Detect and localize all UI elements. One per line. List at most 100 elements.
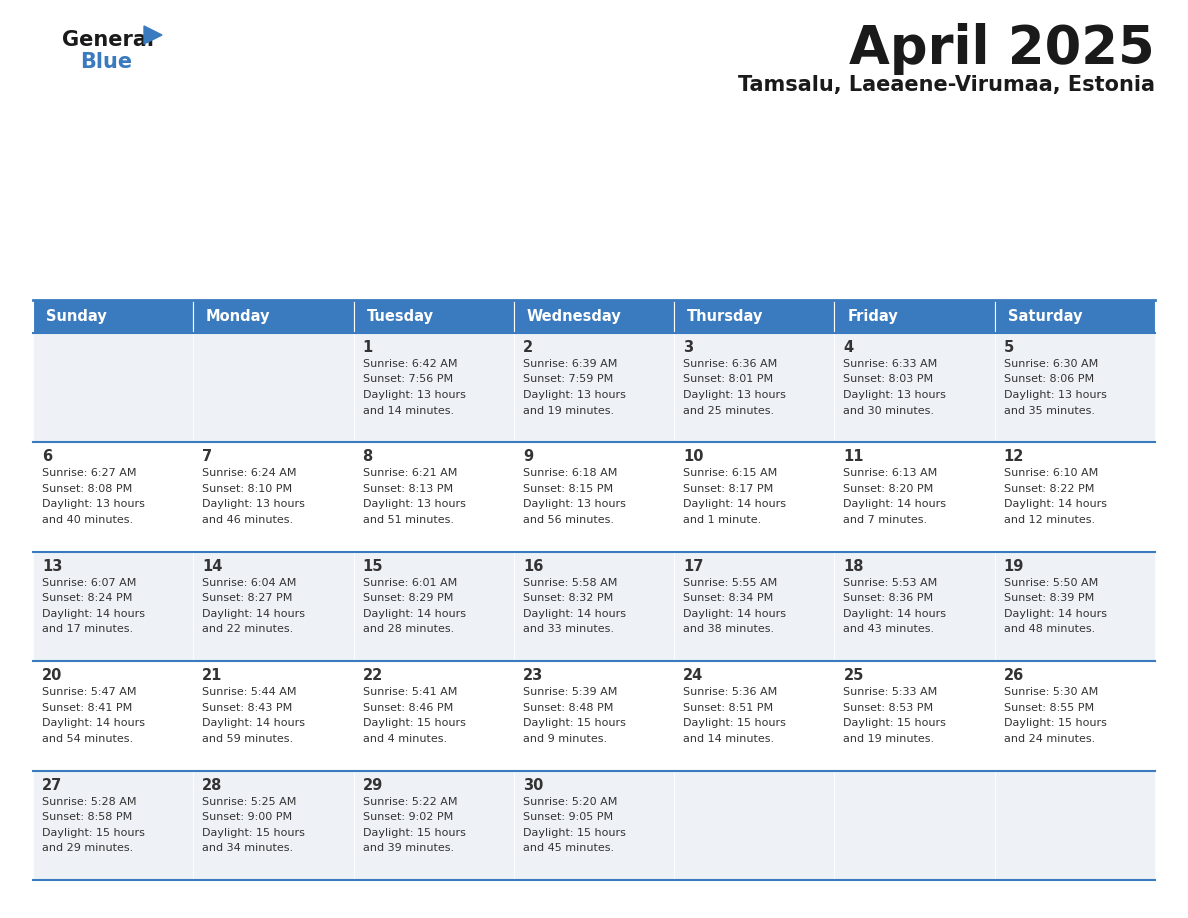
Text: Sunrise: 6:24 AM: Sunrise: 6:24 AM <box>202 468 297 478</box>
Text: Daylight: 14 hours: Daylight: 14 hours <box>362 609 466 619</box>
Text: Daylight: 13 hours: Daylight: 13 hours <box>42 499 145 509</box>
Text: Daylight: 13 hours: Daylight: 13 hours <box>523 390 626 400</box>
Text: 6: 6 <box>42 450 52 465</box>
Text: and 9 minutes.: and 9 minutes. <box>523 733 607 744</box>
Text: Sunset: 8:17 PM: Sunset: 8:17 PM <box>683 484 773 494</box>
Text: and 7 minutes.: and 7 minutes. <box>843 515 928 525</box>
Text: 29: 29 <box>362 778 383 792</box>
Bar <box>994 442 1155 552</box>
Bar <box>194 442 354 552</box>
Text: 12: 12 <box>1004 450 1024 465</box>
Bar <box>514 442 674 552</box>
Text: 19: 19 <box>1004 559 1024 574</box>
Text: Sunrise: 5:44 AM: Sunrise: 5:44 AM <box>202 688 297 697</box>
Text: 22: 22 <box>362 668 383 683</box>
Text: and 45 minutes.: and 45 minutes. <box>523 843 614 853</box>
Text: Sunset: 8:51 PM: Sunset: 8:51 PM <box>683 702 773 712</box>
Text: Sunrise: 5:20 AM: Sunrise: 5:20 AM <box>523 797 618 807</box>
Text: Saturday: Saturday <box>1007 309 1082 324</box>
Text: Daylight: 13 hours: Daylight: 13 hours <box>362 390 466 400</box>
Text: Sunset: 8:39 PM: Sunset: 8:39 PM <box>1004 593 1094 603</box>
Text: Daylight: 14 hours: Daylight: 14 hours <box>683 609 786 619</box>
Text: Sunrise: 5:53 AM: Sunrise: 5:53 AM <box>843 577 937 588</box>
Text: Daylight: 14 hours: Daylight: 14 hours <box>42 718 145 728</box>
Bar <box>674 442 834 552</box>
Bar <box>194 300 354 333</box>
Bar <box>674 333 834 442</box>
Text: 3: 3 <box>683 340 694 355</box>
Text: Daylight: 14 hours: Daylight: 14 hours <box>683 499 786 509</box>
Text: Sunset: 8:24 PM: Sunset: 8:24 PM <box>42 593 132 603</box>
Text: 18: 18 <box>843 559 864 574</box>
Text: 5: 5 <box>1004 340 1015 355</box>
Text: Sunrise: 5:39 AM: Sunrise: 5:39 AM <box>523 688 618 697</box>
Bar <box>994 661 1155 770</box>
Text: Sunrise: 6:39 AM: Sunrise: 6:39 AM <box>523 359 618 369</box>
Bar <box>994 333 1155 442</box>
Text: Daylight: 14 hours: Daylight: 14 hours <box>843 609 947 619</box>
Text: 27: 27 <box>42 778 62 792</box>
Text: 9: 9 <box>523 450 533 465</box>
Bar <box>514 552 674 661</box>
Bar <box>834 442 994 552</box>
Text: Daylight: 15 hours: Daylight: 15 hours <box>1004 718 1106 728</box>
Text: Sunrise: 5:36 AM: Sunrise: 5:36 AM <box>683 688 777 697</box>
Text: Sunrise: 6:07 AM: Sunrise: 6:07 AM <box>42 577 137 588</box>
Text: Wednesday: Wednesday <box>526 309 621 324</box>
Text: Sunset: 8:41 PM: Sunset: 8:41 PM <box>42 702 132 712</box>
Text: 25: 25 <box>843 668 864 683</box>
Text: Sunrise: 6:18 AM: Sunrise: 6:18 AM <box>523 468 618 478</box>
Text: Sunrise: 6:42 AM: Sunrise: 6:42 AM <box>362 359 457 369</box>
Text: 28: 28 <box>202 778 222 792</box>
Text: Sunset: 8:53 PM: Sunset: 8:53 PM <box>843 702 934 712</box>
Text: 16: 16 <box>523 559 543 574</box>
Text: Sunrise: 6:13 AM: Sunrise: 6:13 AM <box>843 468 937 478</box>
Text: Sunrise: 5:41 AM: Sunrise: 5:41 AM <box>362 688 457 697</box>
Text: Sunrise: 5:58 AM: Sunrise: 5:58 AM <box>523 577 618 588</box>
Text: Sunday: Sunday <box>46 309 107 324</box>
Text: 11: 11 <box>843 450 864 465</box>
Text: Sunrise: 5:28 AM: Sunrise: 5:28 AM <box>42 797 137 807</box>
Bar <box>514 333 674 442</box>
Text: Sunset: 8:34 PM: Sunset: 8:34 PM <box>683 593 773 603</box>
Text: 8: 8 <box>362 450 373 465</box>
Bar <box>354 333 514 442</box>
Text: Daylight: 14 hours: Daylight: 14 hours <box>1004 499 1107 509</box>
Text: 23: 23 <box>523 668 543 683</box>
Text: Monday: Monday <box>206 309 271 324</box>
Text: and 25 minutes.: and 25 minutes. <box>683 406 775 416</box>
Text: Sunset: 8:08 PM: Sunset: 8:08 PM <box>42 484 132 494</box>
Text: 21: 21 <box>202 668 222 683</box>
Text: April 2025: April 2025 <box>849 23 1155 75</box>
Text: and 28 minutes.: and 28 minutes. <box>362 624 454 634</box>
Text: Sunrise: 6:04 AM: Sunrise: 6:04 AM <box>202 577 297 588</box>
Text: Tamsalu, Laeaene-Virumaa, Estonia: Tamsalu, Laeaene-Virumaa, Estonia <box>738 75 1155 95</box>
Bar <box>514 770 674 880</box>
Text: Daylight: 14 hours: Daylight: 14 hours <box>202 609 305 619</box>
Text: Sunrise: 5:33 AM: Sunrise: 5:33 AM <box>843 688 937 697</box>
Text: and 33 minutes.: and 33 minutes. <box>523 624 614 634</box>
Bar <box>674 300 834 333</box>
Text: Sunrise: 6:01 AM: Sunrise: 6:01 AM <box>362 577 457 588</box>
Text: Sunset: 8:36 PM: Sunset: 8:36 PM <box>843 593 934 603</box>
Bar <box>674 770 834 880</box>
Bar <box>834 770 994 880</box>
Text: Daylight: 14 hours: Daylight: 14 hours <box>1004 609 1107 619</box>
Text: 14: 14 <box>202 559 222 574</box>
Bar <box>33 661 194 770</box>
Text: and 4 minutes.: and 4 minutes. <box>362 733 447 744</box>
Text: and 29 minutes.: and 29 minutes. <box>42 843 133 853</box>
Text: and 48 minutes.: and 48 minutes. <box>1004 624 1095 634</box>
Bar <box>834 333 994 442</box>
Bar <box>194 552 354 661</box>
Text: 4: 4 <box>843 340 853 355</box>
Text: Sunset: 8:32 PM: Sunset: 8:32 PM <box>523 593 613 603</box>
Text: Daylight: 13 hours: Daylight: 13 hours <box>843 390 947 400</box>
Text: Sunset: 9:00 PM: Sunset: 9:00 PM <box>202 812 292 823</box>
Text: and 30 minutes.: and 30 minutes. <box>843 406 935 416</box>
Text: 30: 30 <box>523 778 543 792</box>
Text: and 46 minutes.: and 46 minutes. <box>202 515 293 525</box>
Text: Daylight: 13 hours: Daylight: 13 hours <box>523 499 626 509</box>
Bar <box>994 770 1155 880</box>
Bar <box>354 300 514 333</box>
